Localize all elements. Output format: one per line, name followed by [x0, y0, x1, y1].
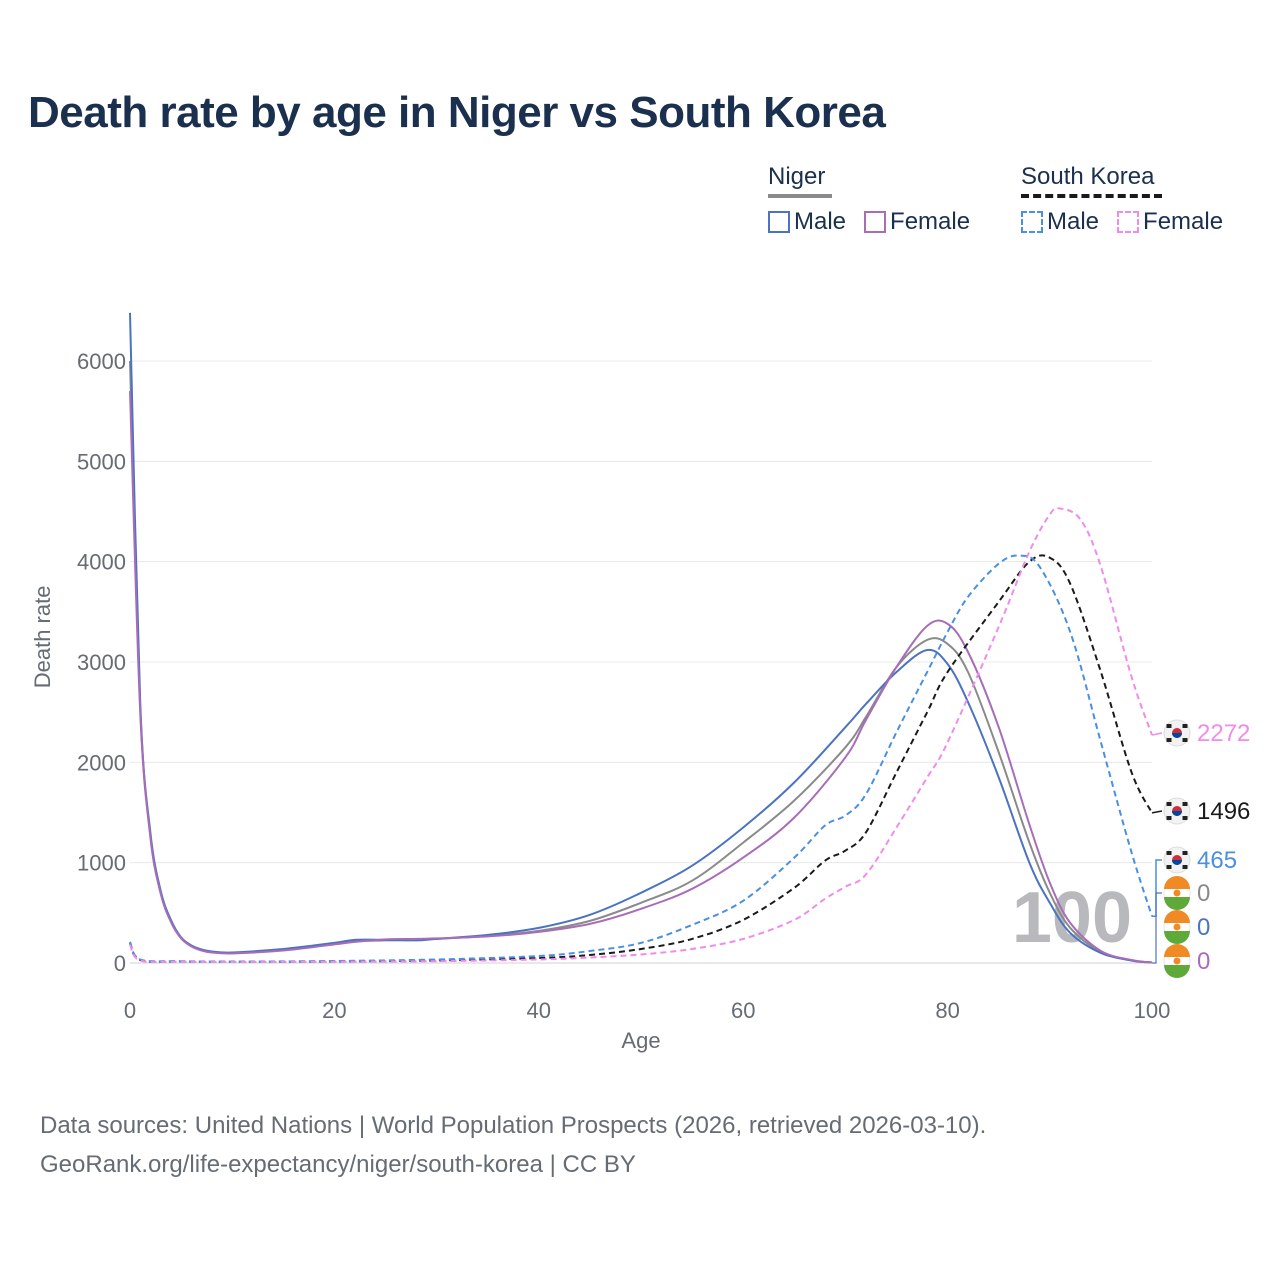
flag-trigram-mark [1166, 738, 1172, 742]
flag-trigram-mark [1166, 851, 1172, 855]
x-tick-label: 80 [935, 998, 959, 1023]
flag-trigram-mark [1166, 724, 1172, 728]
x-tick-label: 40 [527, 998, 551, 1023]
legend-item-south-korea-male[interactable]: Male [1021, 208, 1099, 236]
legend-label-niger-female: Female [890, 208, 971, 235]
flag-green-band [1164, 965, 1190, 978]
legend-head-niger: Niger [768, 163, 826, 190]
flag-sun-disc [1173, 923, 1181, 931]
y-tick-label: 6000 [77, 349, 126, 374]
x-tick-label: 100 [1134, 998, 1171, 1023]
end-value-label: 465 [1197, 847, 1237, 874]
flag-trigram-mark [1182, 724, 1188, 728]
grid-layer [130, 360, 1152, 964]
flag-trigram-mark [1182, 802, 1188, 806]
footer-link[interactable]: GeoRank.org/life-expectancy/niger/south-… [40, 1151, 636, 1178]
legend-swatch-niger-male [768, 211, 790, 233]
end-value-label: 0 [1197, 914, 1210, 941]
flag-taegeuk-blue [1172, 811, 1182, 816]
series-line-south-korea-female [129, 507, 1153, 964]
legend-group-niger: Niger Male Female [768, 162, 970, 236]
page-title: Death rate by age in Niger vs South Kore… [28, 88, 886, 137]
end-value-label: 1496 [1197, 798, 1250, 825]
legend-line-south-korea [1021, 194, 1162, 198]
series-line-niger-male [129, 312, 1153, 964]
end-label-connector [1151, 810, 1163, 814]
x-tick-label: 20 [322, 998, 346, 1023]
flag-trigram-mark [1182, 738, 1188, 742]
flag-sun-disc [1173, 957, 1181, 965]
flag-trigram-mark [1182, 851, 1188, 855]
footer-sources: Data sources: United Nations | World Pop… [40, 1112, 987, 1139]
flag-orange-band [1164, 944, 1190, 957]
flag-trigram-mark [1166, 865, 1172, 869]
end-value-label: 2272 [1197, 720, 1250, 747]
footer: Data sources: United Nations | World Pop… [40, 1106, 986, 1184]
legend-swatch-niger-female [864, 211, 887, 233]
legend-swatch-south-korea-female [1117, 211, 1140, 233]
x-tick-label: 0 [124, 998, 136, 1023]
flag-trigram-mark [1166, 816, 1172, 820]
y-tick-label: 3000 [77, 650, 126, 675]
flag-trigram-mark [1182, 816, 1188, 820]
end-label-connector [1151, 732, 1163, 736]
legend-item-south-korea-female[interactable]: Female [1117, 208, 1223, 236]
legend-label-south-korea-male: Male [1047, 208, 1100, 235]
series-line-south-korea-male [129, 554, 1153, 963]
series-line-south-korea-total [129, 554, 1153, 963]
x-tick-label: 60 [731, 998, 755, 1023]
series-line-niger-female [129, 391, 1153, 964]
flag-taegeuk-blue [1172, 860, 1182, 865]
end-labels-layer: 0 0 0 1496 465 2272 [1151, 719, 1250, 978]
legend-group-south-korea: South Korea Male Female [1021, 162, 1223, 236]
legend-head-south-korea: South Korea [1021, 163, 1155, 190]
legend-item-niger-female[interactable]: Female [864, 208, 970, 236]
legend-label-niger-male: Male [794, 208, 847, 235]
axes-layer: 0 1000 2000 3000 4000 5000 6000 0 20 40 60 80 100 [77, 349, 1170, 1023]
end-value-label: 0 [1197, 880, 1210, 907]
flag-orange-band [1164, 910, 1190, 923]
flag-taegeuk-blue [1172, 733, 1182, 738]
end-label-connector [1152, 892, 1162, 964]
end-label-connector [1152, 859, 1162, 918]
legend-swatch-south-korea-male [1021, 211, 1043, 233]
legend-item-niger-male[interactable]: Male [768, 208, 846, 236]
flag-trigram-mark [1182, 865, 1188, 869]
flag-green-band [1164, 897, 1190, 910]
y-tick-label: 4000 [77, 550, 126, 575]
y-tick-label: 1000 [77, 851, 126, 876]
series-layer [129, 312, 1153, 964]
y-tick-label: 2000 [77, 750, 126, 775]
current-age-label: 100 [1012, 878, 1132, 958]
y-tick-label: 0 [114, 951, 126, 976]
x-axis-title: Age [621, 1028, 660, 1053]
y-tick-label: 5000 [77, 449, 126, 474]
legend-label-south-korea-female: Female [1143, 208, 1224, 235]
legend-line-niger [768, 194, 832, 198]
flag-orange-band [1164, 876, 1190, 889]
y-axis-title: Death rate [30, 586, 55, 689]
flag-green-band [1164, 931, 1190, 944]
end-value-label: 0 [1197, 948, 1210, 975]
flag-sun-disc [1173, 889, 1181, 897]
flag-trigram-mark [1166, 802, 1172, 806]
